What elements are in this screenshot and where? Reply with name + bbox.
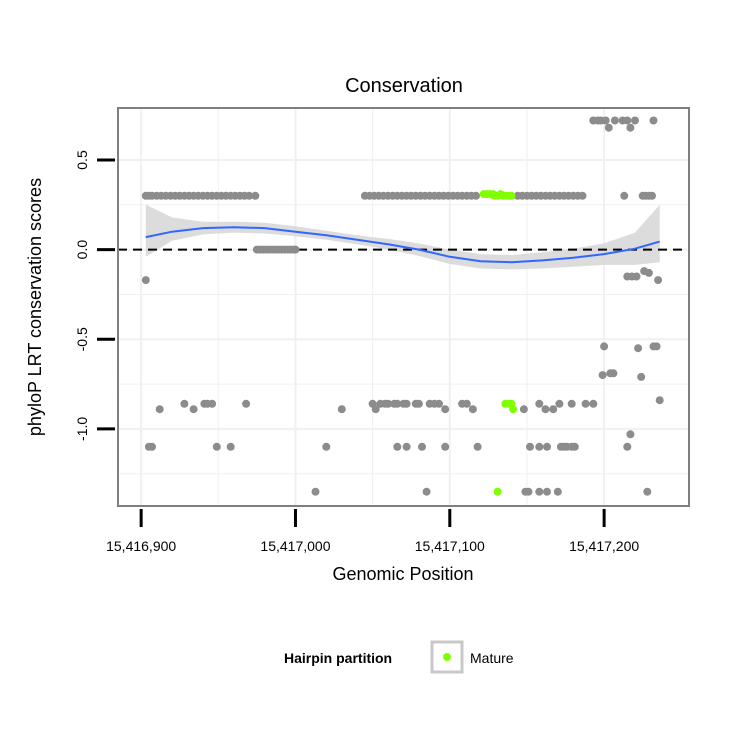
point-other [626, 123, 635, 132]
y-axis-label: phyloP LRT conservation scores [25, 178, 45, 436]
point-mature [493, 487, 502, 496]
point-other [208, 399, 217, 408]
point-other [435, 399, 443, 408]
point-other [598, 371, 607, 380]
x-tick-label: 15,417,100 [415, 538, 485, 554]
y-axis: -1.0 -0.5 0.0 0.5 [74, 150, 115, 441]
x-tick-label: 15,417,000 [260, 538, 330, 554]
smooth-trend-line [145, 226, 660, 264]
point-other [578, 191, 587, 200]
legend-mature-point [443, 653, 451, 661]
point-mature [507, 191, 516, 200]
point-other [519, 405, 528, 414]
data-points [141, 116, 664, 496]
point-other [637, 372, 646, 381]
confidence-band [145, 204, 660, 270]
point-other [648, 191, 656, 200]
point-other [649, 116, 658, 125]
point-other [567, 399, 576, 408]
point-other [626, 430, 635, 439]
point-other [441, 405, 450, 414]
point-other [581, 399, 590, 408]
y-tick-label: 0.5 [74, 150, 90, 170]
point-other [189, 405, 198, 414]
point-other [402, 442, 411, 451]
point-other [535, 442, 544, 451]
point-other [337, 405, 346, 414]
point-other [600, 342, 609, 351]
point-other [462, 399, 471, 408]
point-other [418, 442, 426, 451]
point-other [311, 487, 320, 496]
y-tick-label: -0.5 [74, 327, 90, 351]
point-other [543, 487, 551, 496]
point-other [242, 399, 251, 408]
point-other [549, 405, 558, 414]
point-other [623, 116, 632, 125]
point-other [414, 399, 423, 408]
x-axis-label: Genomic Position [332, 564, 473, 584]
point-other [155, 405, 164, 414]
legend-title: Hairpin partition [284, 650, 392, 666]
point-other [393, 442, 402, 451]
point-other [371, 405, 380, 414]
point-other [620, 191, 629, 200]
point-other [541, 405, 550, 414]
point-other [322, 442, 331, 451]
plot-panel-background [118, 108, 689, 506]
point-other [526, 442, 534, 451]
point-other [601, 116, 610, 125]
legend: Hairpin partition Mature [284, 640, 514, 674]
point-other [555, 399, 564, 408]
point-other [609, 369, 618, 378]
point-other [251, 191, 260, 200]
point-other [604, 123, 613, 132]
point-other [226, 442, 235, 451]
point-other [589, 399, 598, 408]
y-tick-label: -1.0 [74, 417, 90, 441]
point-other [473, 442, 482, 451]
point-other [441, 442, 450, 451]
legend-label-mature: Mature [470, 650, 514, 666]
plot-panel-border [117, 107, 690, 507]
x-tick-label: 15,416,900 [106, 538, 176, 554]
point-other [631, 116, 639, 125]
point-other [245, 191, 254, 200]
point-other [402, 399, 411, 408]
point-other [623, 442, 632, 451]
point-other [422, 487, 431, 496]
point-other [148, 442, 156, 451]
point-other [468, 405, 477, 414]
point-mature [509, 405, 518, 414]
point-other [212, 442, 221, 451]
point-other [610, 116, 619, 125]
point-other [141, 276, 150, 285]
point-other [291, 245, 300, 254]
point-other [524, 487, 533, 496]
point-other [634, 344, 643, 353]
point-other [393, 399, 402, 408]
point-other [570, 442, 579, 451]
point-other [654, 276, 663, 285]
point-other [655, 396, 664, 405]
point-other [632, 272, 641, 281]
x-axis: 15,416,900 15,417,000 15,417,100 15,417,200 [106, 509, 639, 554]
point-other [180, 399, 189, 408]
point-other [644, 268, 653, 277]
point-other [535, 487, 544, 496]
point-other [535, 399, 544, 408]
point-other [643, 487, 652, 496]
point-other [553, 487, 562, 496]
point-other [384, 399, 393, 408]
point-other [472, 191, 480, 200]
point-other [543, 442, 551, 451]
point-other [652, 342, 661, 351]
y-tick-label: 0.0 [74, 240, 90, 260]
x-tick-label: 15,417,200 [569, 538, 639, 554]
chart-title: Conservation [345, 75, 463, 97]
